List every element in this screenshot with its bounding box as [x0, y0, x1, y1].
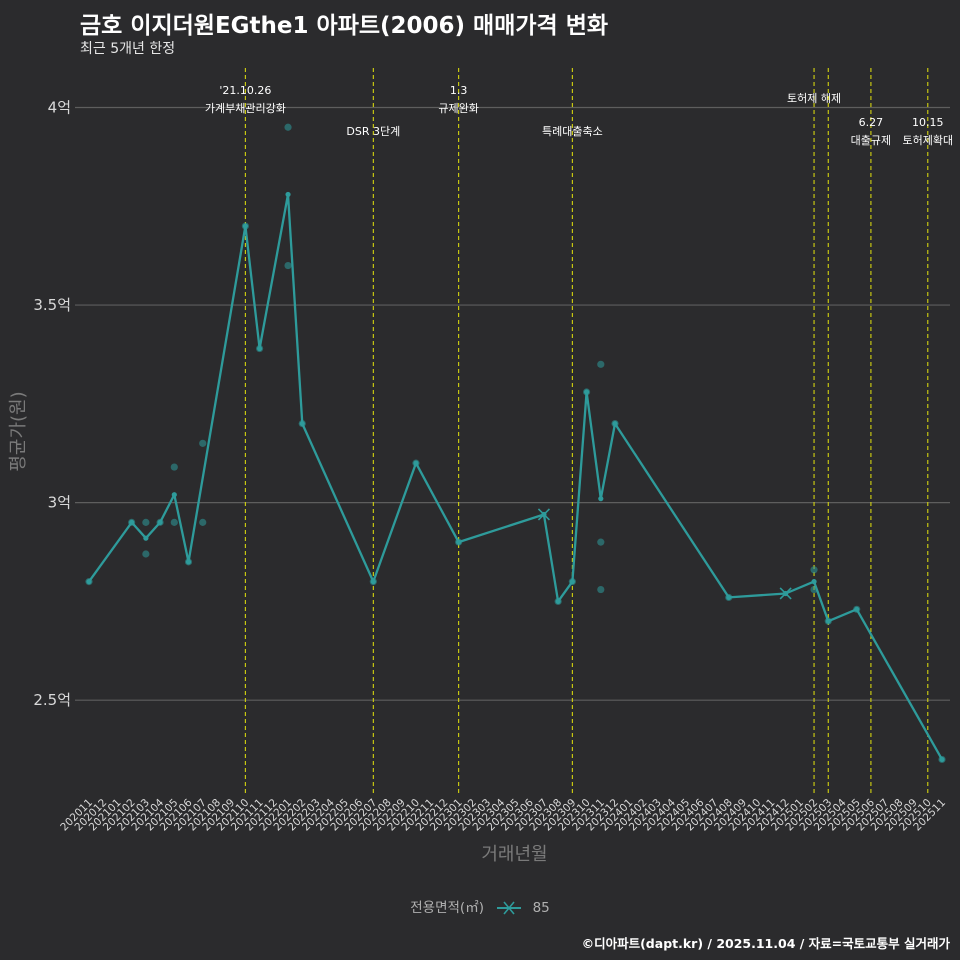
line-vertex [456, 539, 462, 545]
line-vertex [612, 420, 618, 427]
line-vertex [811, 579, 817, 585]
event-label: 특례대출축소 [542, 125, 603, 138]
x-axis-title: 거래년월 [481, 844, 547, 865]
line-vertex [555, 598, 561, 604]
line-vertex [413, 460, 419, 466]
event-label: 6.27 [859, 116, 884, 129]
event-label: '21.10.26 [219, 84, 271, 97]
y-tick-label: 2.5억 [33, 691, 71, 709]
line-vertex [143, 535, 149, 541]
line-vertex [299, 420, 305, 427]
data-point [142, 550, 150, 558]
event-label: 가계부채관리강화 [205, 102, 286, 115]
line-vertex [185, 559, 192, 565]
line-vertex [854, 606, 860, 612]
line-vertex [583, 389, 590, 395]
legend: 전용면적(㎡) 85 [0, 896, 960, 916]
line-vertex [242, 223, 248, 229]
source-caption: ©디아파트(dapt.kr) / 2025.11.04 / 자료=국토교통부 실… [581, 936, 950, 951]
event-label: 1.3 [450, 84, 468, 97]
line-vertex [939, 756, 945, 763]
data-point [597, 585, 605, 594]
y-tick-label: 3.5억 [33, 296, 71, 314]
chart-subtitle: 최근 5개년 한정 [80, 41, 176, 57]
event-label: 토허제 해제 [787, 91, 841, 105]
y-tick-label: 3억 [48, 494, 71, 512]
data-point [199, 518, 207, 526]
line-vertex [129, 519, 135, 525]
chart-title: 금호 이지더원EGthe1 아파트(2006) 매매가격 변화 [80, 13, 609, 39]
data-point [170, 463, 178, 471]
legend-item-85: 85 [532, 900, 550, 916]
line-vertex [370, 579, 376, 585]
cross-marker [537, 508, 550, 521]
line-vertex [598, 496, 604, 502]
data-point [597, 538, 605, 546]
line-vertex [157, 519, 163, 525]
data-point [284, 123, 292, 131]
data-point [284, 261, 292, 270]
data-point [170, 518, 178, 526]
event-label: 토허제확대 [902, 134, 953, 147]
cross-marker [779, 587, 792, 600]
data-point [597, 360, 605, 368]
line-vertex [569, 579, 575, 585]
legend-line-cross-icon [497, 901, 522, 915]
line-vertex [726, 594, 732, 601]
legend-title: 전용면적(㎡) [410, 900, 484, 916]
line-vertex [257, 345, 263, 352]
data-point [142, 518, 150, 526]
line-vertex [825, 618, 831, 624]
line-vertex [86, 579, 92, 585]
event-label: 대출규제 [851, 134, 891, 147]
event-label: DSR 3단계 [346, 125, 400, 138]
data-point [199, 439, 207, 447]
event-label: 규제완화 [438, 102, 478, 115]
data-point [810, 566, 818, 574]
y-axis-title: 평균가(원) [8, 391, 29, 471]
line-vertex [285, 191, 291, 198]
line-vertex [171, 492, 177, 498]
event-label: 10.15 [912, 116, 944, 129]
y-tick-label: 4억 [48, 99, 71, 117]
